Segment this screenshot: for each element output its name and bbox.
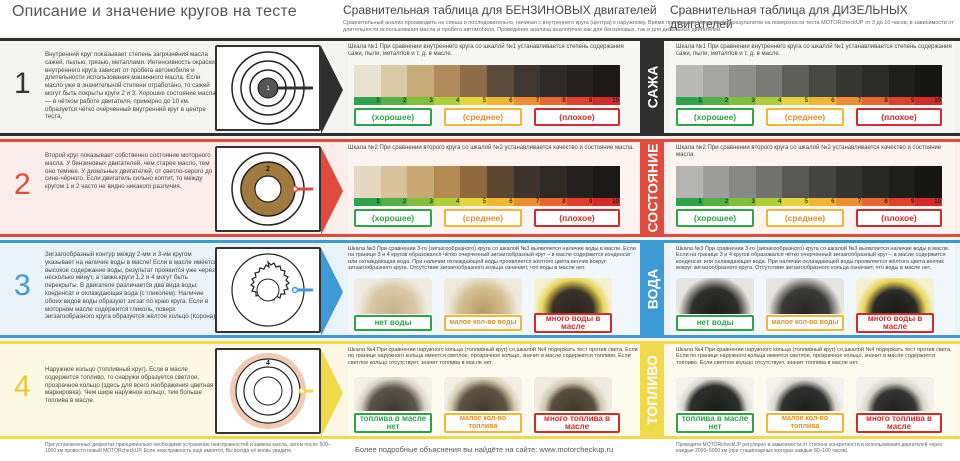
row-fuel: 4 Наружное кольцо (топливный круг). Если… bbox=[0, 341, 960, 439]
category-label: ВОДА bbox=[640, 243, 664, 335]
row-condition: 2 Второй круг показывает собственно сост… bbox=[0, 139, 960, 237]
verdict-no-water: нет воды bbox=[354, 315, 432, 331]
diesel-scale-text: Шкала №2 При сравнении второго круга со … bbox=[676, 145, 942, 158]
rating-scale: 1 2 3 4 5 6 7 8 9 10 bbox=[676, 97, 942, 105]
test-circle-diagram: 2 bbox=[215, 146, 321, 232]
arrow-marker bbox=[321, 349, 343, 437]
verdict-medium: (среднее) bbox=[766, 108, 844, 126]
verdict-good: (хорошее) bbox=[676, 108, 754, 126]
verdict-much-water: много воды в масле bbox=[534, 313, 612, 333]
diesel-color-strip bbox=[676, 65, 942, 97]
footer-website-note: Более подробные объяснения вы найдёте на… bbox=[355, 445, 614, 454]
verdict-much-fuel: много топлива в масле bbox=[534, 413, 620, 433]
footer-right-note: Проводите MOTORcheckUP регулярно в завис… bbox=[676, 442, 943, 454]
category-label: ТОПЛИВО bbox=[640, 344, 664, 436]
sample-photo bbox=[444, 377, 522, 411]
verdict-little-fuel: малое кол-во топлива bbox=[766, 413, 844, 433]
petrol-color-strip bbox=[354, 65, 620, 97]
sample-photo bbox=[534, 278, 612, 314]
footer: При установленных дефектах принципиально… bbox=[0, 439, 960, 461]
sample-photo bbox=[676, 377, 754, 411]
petrol-color-strip bbox=[354, 166, 620, 198]
sample-photo bbox=[856, 377, 934, 411]
row-description: Второй круг показывает собственно состоя… bbox=[45, 152, 213, 191]
petrol-scale-panel: Шкала №3 При сравнении 3-го (зигзагообра… bbox=[348, 243, 640, 335]
sample-photo bbox=[444, 278, 522, 314]
verdict-little-fuel: малое кол-во топлива bbox=[444, 413, 522, 433]
footer-left-note: При установленных дефектах принципиально… bbox=[45, 442, 331, 454]
svg-text:1: 1 bbox=[266, 86, 270, 92]
sample-photo bbox=[534, 377, 612, 411]
category-label: СОСТОЯНИЕ bbox=[640, 142, 664, 234]
row-description: Внутренний круг показывает степень загря… bbox=[45, 51, 216, 121]
test-circle-diagram: 1 bbox=[215, 45, 321, 131]
petrol-scale-text: Шкала №2 При сравнении второго круга со … bbox=[348, 145, 634, 151]
row-number: 3 bbox=[14, 269, 31, 302]
diesel-scale-text: Шкала №4 При сравнении наружного кольца … bbox=[676, 347, 952, 366]
category-label: САЖА bbox=[640, 41, 664, 133]
row-number: 2 bbox=[14, 168, 31, 201]
sample-photo bbox=[676, 278, 754, 314]
rating-scale: 1 2 3 4 5 6 7 8 9 10 bbox=[676, 198, 942, 206]
diesel-scale-text: Шкала №3 При сравнении 3-го (зигзагообра… bbox=[676, 246, 950, 271]
diesel-color-strip bbox=[676, 166, 942, 198]
verdict-little-water: малое кол-во воды bbox=[444, 315, 522, 331]
rating-scale: 1 2 3 4 5 6 7 8 9 10 bbox=[354, 97, 620, 105]
sample-photo bbox=[354, 278, 432, 314]
verdict-good: (хорошее) bbox=[676, 209, 754, 227]
verdict-bad: (плохое) bbox=[856, 209, 942, 227]
arrow-marker bbox=[321, 147, 343, 235]
test-circle-diagram: 4 bbox=[215, 348, 321, 434]
diesel-table-title: Сравнительная таблица для ДИЗЕЛЬНЫХ двиг… bbox=[670, 3, 908, 31]
verdict-good: (хорошее) bbox=[354, 108, 432, 126]
sample-photo bbox=[856, 278, 934, 314]
svg-text:2: 2 bbox=[266, 166, 270, 173]
diesel-scale-panel: Шкала №4 При сравнении наружного кольца … bbox=[670, 344, 955, 436]
row-description: Наружное кольцо (топливный круг). Если в… bbox=[45, 366, 214, 405]
petrol-scale-text: Шкала №4 При сравнении наружного кольца … bbox=[348, 347, 638, 366]
verdict-medium: (среднее) bbox=[444, 209, 522, 227]
verdict-medium: (среднее) bbox=[444, 108, 522, 126]
verdict-no-fuel: топлива в масле нет bbox=[354, 413, 432, 433]
row-description: Зигзагообразный контур между 2-мм и 3-им… bbox=[45, 251, 218, 321]
verdict-medium: (среднее) bbox=[766, 209, 844, 227]
arrow-marker bbox=[321, 46, 343, 134]
verdict-bad: (плохое) bbox=[856, 108, 942, 126]
petrol-scale-panel: Шкала №4 При сравнении наружного кольца … bbox=[348, 344, 640, 436]
petrol-scale-text: Шкала №1 При сравнении внутреннего круга… bbox=[348, 44, 624, 57]
sample-photo bbox=[354, 377, 432, 411]
sample-photo bbox=[766, 377, 844, 411]
diesel-scale-panel: Шкала №3 При сравнении 3-го (зигзагообра… bbox=[670, 243, 955, 335]
verdict-much-water: много воды в масле bbox=[856, 313, 934, 333]
petrol-scale-panel: Шкала №2 При сравнении второго круга со … bbox=[348, 142, 640, 234]
header: Описание и значение кругов на тесте Срав… bbox=[0, 0, 960, 36]
arrow-marker bbox=[321, 248, 343, 336]
petrol-scale-text: Шкала №3 При сравнении 3-го (зигзагообра… bbox=[348, 246, 636, 271]
page-title: Описание и значение кругов на тесте bbox=[12, 3, 297, 20]
verdict-good: (хорошее) bbox=[354, 209, 432, 227]
header-description: Сравнительный анализ производить не спеш… bbox=[343, 20, 954, 33]
row-soot: 1 Внутренний круг показывает степень заг… bbox=[0, 38, 960, 136]
row-water: 3 Зигзагообразный контур между 2-мм и 3-… bbox=[0, 240, 960, 338]
diesel-scale-panel: Шкала №2 При сравнении второго круга со … bbox=[670, 142, 955, 234]
verdict-bad: (плохое) bbox=[534, 108, 620, 126]
row-number: 4 bbox=[14, 370, 31, 403]
diesel-scale-panel: Шкала №1 При сравнении внутреннего круга… bbox=[670, 41, 955, 133]
verdict-bad: (плохое) bbox=[534, 209, 620, 227]
petrol-scale-panel: Шкала №1 При сравнении внутреннего круга… bbox=[348, 41, 640, 133]
row-number: 1 bbox=[14, 67, 31, 100]
verdict-much-fuel: много топлива в масле bbox=[856, 413, 942, 433]
svg-text:4: 4 bbox=[266, 360, 270, 367]
diesel-scale-text: Шкала №1 При сравнении внутреннего круга… bbox=[676, 44, 952, 57]
verdict-no-fuel: топлива в масле нет bbox=[676, 413, 754, 433]
verdict-no-water: нет воды bbox=[676, 315, 754, 331]
sample-photo bbox=[766, 278, 844, 314]
petrol-table-title: Сравнительная таблица для БЕНЗИНОВЫХ дви… bbox=[343, 3, 657, 17]
test-circle-diagram bbox=[215, 247, 321, 333]
verdict-little-water: малое кол-во воды bbox=[766, 315, 844, 331]
rating-scale: 1 2 3 4 5 6 7 8 9 10 bbox=[354, 198, 620, 206]
